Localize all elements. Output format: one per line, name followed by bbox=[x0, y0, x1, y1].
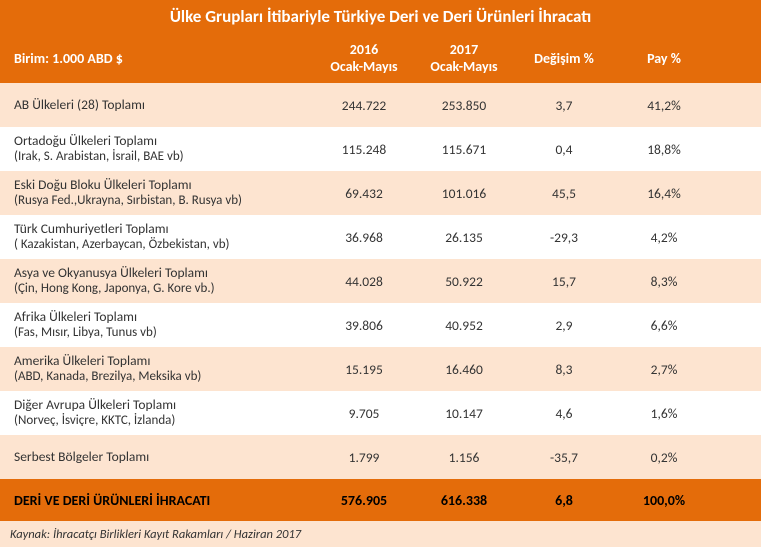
table-row: Serbest Bölgeler Toplamı1.7991.156-35,70… bbox=[0, 435, 761, 479]
table-row: AB Ülkeleri (28) Toplamı244.722253.8503,… bbox=[0, 83, 761, 127]
table-footer: Kaynak: İhracatçı Birlikleri Kayıt Rakam… bbox=[0, 521, 761, 547]
cell-share: 41,2% bbox=[614, 97, 714, 114]
cell-change: 4,6 bbox=[514, 405, 614, 422]
cell-v2016: 9.705 bbox=[314, 405, 414, 422]
table-row: Türk Cumhuriyetleri Toplamı( Kazakistan,… bbox=[0, 215, 761, 259]
cell-change: -29,3 bbox=[514, 229, 614, 246]
row-label-main: Amerika Ülkeleri Toplamı bbox=[14, 352, 314, 370]
table-row: Eski Doğu Bloku Ülkeleri Toplamı(Rusya F… bbox=[0, 171, 761, 215]
table-row: Asya ve Okyanusya Ülkeleri Toplamı(Çin, … bbox=[0, 259, 761, 303]
row-label: Serbest Bölgeler Toplamı bbox=[8, 448, 314, 466]
unit-label: Birim: 1.000 ABD $ bbox=[8, 50, 314, 67]
cell-v2017: 253.850 bbox=[414, 97, 514, 114]
total-row: DERİ VE DERİ ÜRÜNLERİ İHRACATI 576.905 6… bbox=[0, 479, 761, 521]
col-2017: 2017Ocak-Mayıs bbox=[414, 41, 514, 75]
row-label: Afrika Ülkeleri Toplamı(Fas, Mısır, Liby… bbox=[8, 308, 314, 342]
cell-v2016: 1.799 bbox=[314, 449, 414, 466]
table-body: AB Ülkeleri (28) Toplamı244.722253.8503,… bbox=[0, 83, 761, 479]
cell-change: -35,7 bbox=[514, 449, 614, 466]
cell-change: 0,4 bbox=[514, 141, 614, 158]
row-label-sub: (Irak, S. Arabistan, İsrail, BAE vb) bbox=[14, 149, 314, 166]
row-label-main: Türk Cumhuriyetleri Toplamı bbox=[14, 220, 314, 238]
cell-v2017: 10.147 bbox=[414, 405, 514, 422]
total-change: 6,8 bbox=[514, 492, 614, 509]
total-label: DERİ VE DERİ ÜRÜNLERİ İHRACATI bbox=[8, 492, 314, 509]
cell-v2016: 44.028 bbox=[314, 273, 414, 290]
row-label: Amerika Ülkeleri Toplamı(ABD, Kanada, Br… bbox=[8, 352, 314, 386]
row-label-sub: (Çin, Hong Kong, Japonya, G. Kore vb.) bbox=[14, 281, 314, 298]
total-share: 100,0% bbox=[614, 492, 714, 509]
table-header: Birim: 1.000 ABD $ 2016Ocak-Mayıs 2017Oc… bbox=[0, 33, 761, 83]
cell-v2017: 26.135 bbox=[414, 229, 514, 246]
table-title: Ülke Grupları İtibariyle Türkiye Deri ve… bbox=[0, 0, 761, 33]
row-label-main: Ortadoğu Ülkeleri Toplamı bbox=[14, 132, 314, 150]
row-label: Ortadoğu Ülkeleri Toplamı(Irak, S. Arabi… bbox=[8, 132, 314, 166]
row-label-main: Eski Doğu Bloku Ülkeleri Toplamı bbox=[14, 176, 314, 194]
cell-change: 45,5 bbox=[514, 185, 614, 202]
row-label-main: Afrika Ülkeleri Toplamı bbox=[14, 308, 314, 326]
cell-v2016: 115.248 bbox=[314, 141, 414, 158]
cell-share: 4,2% bbox=[614, 229, 714, 246]
row-label: Eski Doğu Bloku Ülkeleri Toplamı(Rusya F… bbox=[8, 176, 314, 210]
col-share: Pay % bbox=[614, 50, 714, 67]
row-label-sub: (ABD, Kanada, Brezilya, Meksika vb) bbox=[14, 369, 314, 386]
cell-v2016: 244.722 bbox=[314, 97, 414, 114]
export-table: Ülke Grupları İtibariyle Türkiye Deri ve… bbox=[0, 0, 761, 547]
total-2016: 576.905 bbox=[314, 492, 414, 509]
cell-v2016: 36.968 bbox=[314, 229, 414, 246]
row-label-sub: (Norveç, İsviçre, KKTC, İzlanda) bbox=[14, 413, 314, 430]
cell-v2016: 15.195 bbox=[314, 361, 414, 378]
cell-change: 8,3 bbox=[514, 361, 614, 378]
cell-share: 6,6% bbox=[614, 317, 714, 334]
row-label: Diğer Avrupa Ülkeleri Toplamı(Norveç, İs… bbox=[8, 396, 314, 430]
cell-share: 16,4% bbox=[614, 185, 714, 202]
cell-change: 2,9 bbox=[514, 317, 614, 334]
cell-share: 0,2% bbox=[614, 449, 714, 466]
col-change: Değişim % bbox=[514, 50, 614, 67]
row-label-sub: ( Kazakistan, Azerbaycan, Özbekistan, vb… bbox=[14, 237, 314, 254]
table-row: Afrika Ülkeleri Toplamı(Fas, Mısır, Liby… bbox=[0, 303, 761, 347]
row-label: Asya ve Okyanusya Ülkeleri Toplamı(Çin, … bbox=[8, 264, 314, 298]
cell-change: 15,7 bbox=[514, 273, 614, 290]
cell-v2017: 115.671 bbox=[414, 141, 514, 158]
cell-share: 2,7% bbox=[614, 361, 714, 378]
row-label-main: Asya ve Okyanusya Ülkeleri Toplamı bbox=[14, 264, 314, 282]
table-row: Diğer Avrupa Ülkeleri Toplamı(Norveç, İs… bbox=[0, 391, 761, 435]
cell-v2016: 39.806 bbox=[314, 317, 414, 334]
table-row: Amerika Ülkeleri Toplamı(ABD, Kanada, Br… bbox=[0, 347, 761, 391]
cell-share: 8,3% bbox=[614, 273, 714, 290]
cell-share: 1,6% bbox=[614, 405, 714, 422]
row-label-sub: (Rusya Fed.,Ukrayna, Sırbistan, B. Rusya… bbox=[14, 193, 314, 210]
cell-v2017: 50.922 bbox=[414, 273, 514, 290]
table-row: Ortadoğu Ülkeleri Toplamı(Irak, S. Arabi… bbox=[0, 127, 761, 171]
cell-change: 3,7 bbox=[514, 97, 614, 114]
cell-v2017: 16.460 bbox=[414, 361, 514, 378]
row-label-sub: (Fas, Mısır, Libya, Tunus vb) bbox=[14, 325, 314, 342]
cell-v2017: 40.952 bbox=[414, 317, 514, 334]
row-label: Türk Cumhuriyetleri Toplamı( Kazakistan,… bbox=[8, 220, 314, 254]
cell-v2017: 1.156 bbox=[414, 449, 514, 466]
cell-v2016: 69.432 bbox=[314, 185, 414, 202]
row-label: AB Ülkeleri (28) Toplamı bbox=[8, 96, 314, 114]
cell-share: 18,8% bbox=[614, 141, 714, 158]
row-label-main: Diğer Avrupa Ülkeleri Toplamı bbox=[14, 396, 314, 414]
col-2016: 2016Ocak-Mayıs bbox=[314, 41, 414, 75]
total-2017: 616.338 bbox=[414, 492, 514, 509]
cell-v2017: 101.016 bbox=[414, 185, 514, 202]
